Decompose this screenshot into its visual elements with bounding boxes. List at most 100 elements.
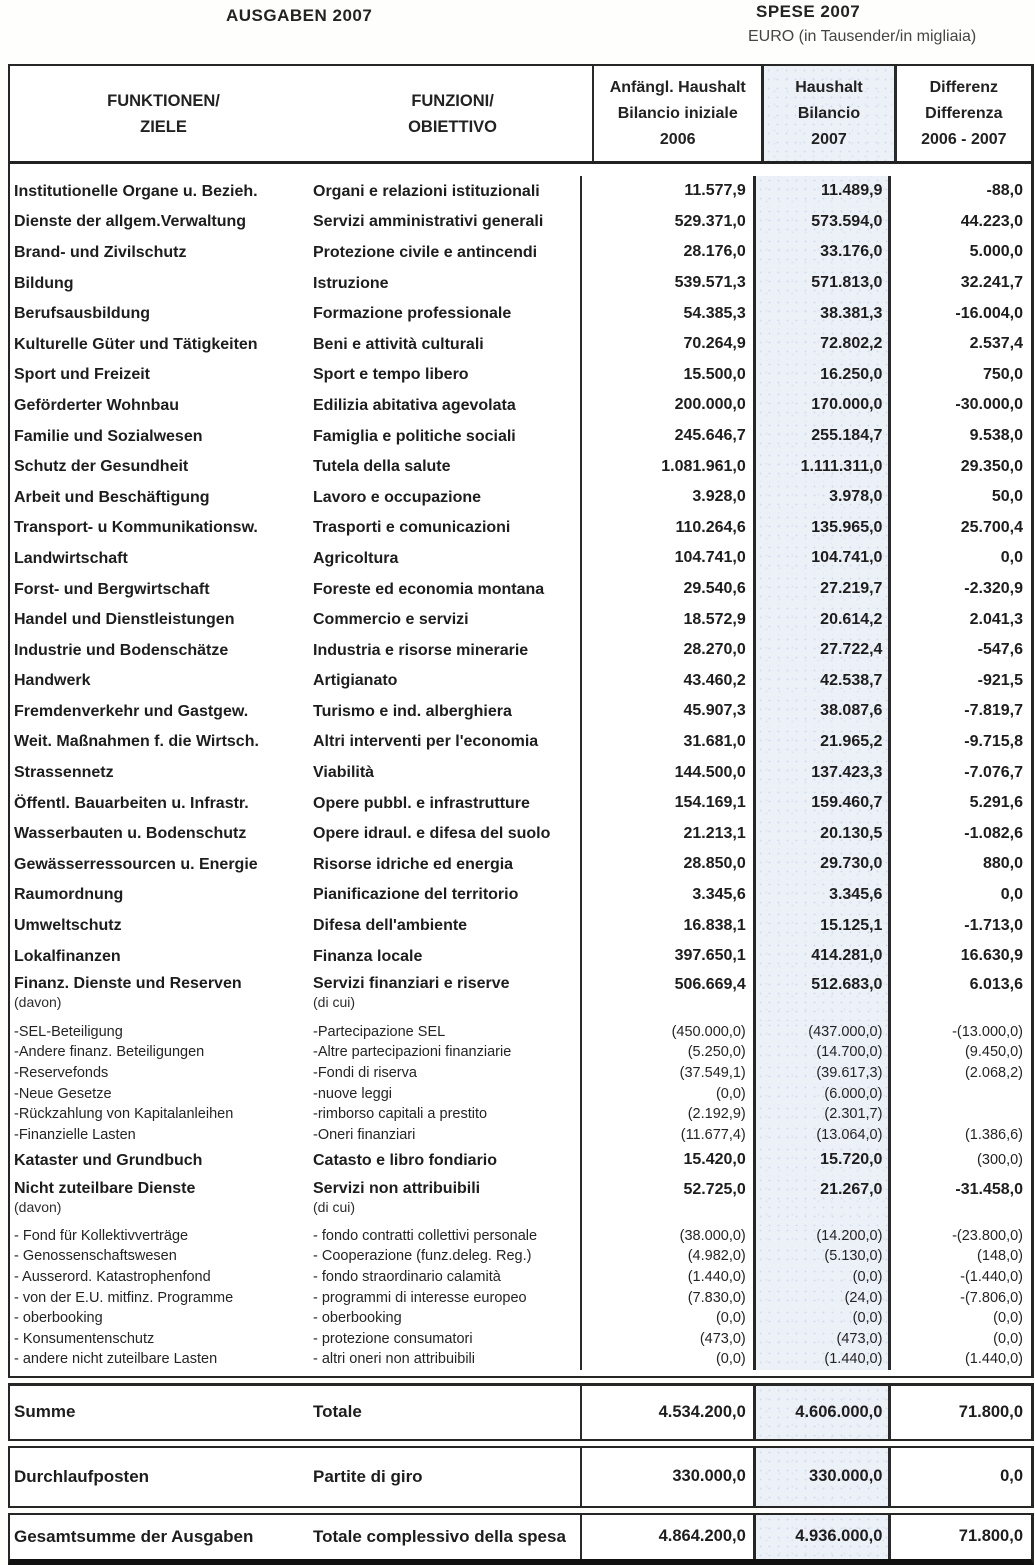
- cell-budget-2007: (0,0): [752, 1307, 889, 1329]
- label-note: (di cui): [313, 994, 356, 1011]
- label-text: - Ausserord. Katastrophenfond: [14, 1269, 211, 1286]
- table-row: Kataster und Grundbuch Catasto e libro fo…: [10, 1145, 1031, 1176]
- cell-budget-2007: 573.594,0: [752, 206, 889, 238]
- label-text: Protezione civile e antincendi: [313, 243, 538, 261]
- row-labels: Gewässerressourcen u. Energie Risorse idr…: [10, 849, 580, 880]
- table-row: -Finanzielle Lasten -Oneri finanziari (11.…: [10, 1124, 1031, 1145]
- summary-label-german: Gesamtsumme der Ausgaben: [14, 1526, 254, 1546]
- cell-budget-2007: 16.250,0: [752, 359, 889, 391]
- row-label-italian: Difesa dell'ambiente: [313, 916, 580, 935]
- row-labels: -SEL-Beteiligung -Partecipazione SEL: [10, 1021, 580, 1042]
- row-labels: - Genossenschaftswesen - Cooperazione (fu…: [10, 1246, 580, 1267]
- summary-value-diff: 71.800,0: [888, 1514, 1031, 1559]
- header-functions-italian: FUNZIONI/ OBIETTIVO: [313, 88, 592, 140]
- table-row: Wasserbauten u. Bodenschutz Opere idraul.…: [10, 818, 1031, 850]
- row-label-german: Öffentl. Bauarbeiten u. Infrastr.: [10, 794, 313, 813]
- table-row: Brand- und Zivilschutz Protezione civile …: [10, 237, 1031, 268]
- label-text: Berufsausbildung: [14, 305, 151, 323]
- summary-value-2007: 330.000,0: [752, 1447, 889, 1506]
- header-line: Bilancio iniziale: [617, 104, 738, 122]
- cell-budget-2007: (0,0): [752, 1266, 889, 1288]
- label-text: -Rückzahlung von Kapitalanleihen: [14, 1106, 234, 1123]
- summary-row-grand-total: Gesamtsumme der Ausgaben Totale compless…: [8, 1512, 1034, 1565]
- label-text: Strassennetz: [14, 764, 114, 782]
- cell-difference: -7.819,7: [888, 696, 1031, 727]
- cell-budget-2007: 42.538,7: [752, 665, 889, 697]
- row-label-italian: Tutela della salute: [313, 457, 580, 476]
- row-labels: -Andere finanz. Beteiligungen -Altre part…: [10, 1042, 580, 1063]
- row-label-german: Kataster und Grundbuch: [10, 1151, 313, 1170]
- table-row: Forst- und Bergwirtschaft Foreste ed econ…: [10, 573, 1031, 605]
- row-labels: Bildung Istruzione: [10, 268, 580, 299]
- table-row: Industrie und Bodenschätze Industria e ri…: [10, 634, 1031, 666]
- table-row: Arbeit und Beschäftigung Lavoro e occupaz…: [10, 481, 1031, 513]
- cell-difference: 50,0: [888, 481, 1031, 513]
- cell-difference: [888, 1103, 1031, 1125]
- cell-initial-2006: (5.250,0): [580, 1042, 753, 1063]
- cell-budget-2007: (39.617,3): [752, 1062, 889, 1084]
- cell-difference: 0,0: [888, 879, 1031, 911]
- header-line: 2006: [659, 130, 696, 148]
- cell-initial-2006: (473,0): [580, 1328, 753, 1350]
- label-text: Geförderter Wohnbau: [14, 396, 180, 414]
- cell-budget-2007: 255.184,7: [752, 420, 889, 452]
- label-text: Catasto e libro fondiario: [313, 1151, 498, 1169]
- label-text: - programmi di interesse europeo: [313, 1289, 527, 1306]
- row-labels: -Neue Gesetze -nuove leggi: [10, 1083, 580, 1104]
- row-label-german: Umweltschutz: [10, 916, 313, 935]
- cell-difference: 44.223,0: [888, 206, 1031, 238]
- cell-initial-2006: 11.577,9: [580, 176, 753, 207]
- label-text: - von der E.U. mitfinz. Programme: [14, 1289, 234, 1306]
- label-text: -SEL-Beteiligung: [14, 1023, 123, 1040]
- row-label-german: Lokalfinanzen: [10, 947, 313, 966]
- cell-difference: 5.291,6: [888, 787, 1031, 819]
- label-text: -Partecipazione SEL: [313, 1023, 446, 1040]
- cell-budget-2007: 21.965,2: [752, 726, 889, 758]
- row-label-german: Industrie und Bodenschätze: [10, 641, 313, 660]
- row-labels: Industrie und Bodenschätze Industria e ri…: [10, 635, 580, 666]
- row-label-italian: -rimborso capitali a prestito: [313, 1106, 580, 1122]
- row-label-italian: Servizi non attribuibili (di cui): [313, 1179, 580, 1217]
- cell-initial-2006: 529.371,0: [580, 206, 753, 238]
- row-label-italian: Altri interventi per l'economia: [313, 732, 580, 751]
- row-labels: - andere nicht zuteilbare Lasten - altri …: [10, 1349, 580, 1370]
- cell-budget-2007: (6.000,0): [752, 1083, 889, 1104]
- cell-initial-2006: (7.830,0): [580, 1287, 753, 1308]
- cell-budget-2007: (14.700,0): [752, 1042, 889, 1063]
- cell-difference: -30.000,0: [888, 390, 1031, 421]
- table-row: - oberbooking - oberbooking (0,0) (0,0) (0,0…: [10, 1307, 1031, 1329]
- document-header: AUSGABEN 2007 SPESE 2007 EURO (in Tausen…: [0, 0, 1035, 64]
- row-labels: Sport und Freizeit Sport e tempo libero: [10, 360, 580, 391]
- header-line: FUNKTIONEN/: [107, 91, 220, 110]
- row-label-german: - oberbooking: [10, 1310, 313, 1326]
- row-label-german: Transport- u Kommunikationsw.: [10, 518, 313, 537]
- row-label-german: - von der E.U. mitfinz. Programme: [10, 1290, 313, 1306]
- cell-budget-2007: (1.440,0): [752, 1349, 889, 1370]
- cell-initial-2006: 104.741,0: [580, 543, 753, 574]
- row-label-italian: -Altre partecipazioni finanziarie: [313, 1044, 580, 1060]
- table-row: Berufsausbildung Formazione professionale…: [10, 298, 1031, 329]
- label-text: -nuove leggi: [313, 1085, 392, 1102]
- cell-difference: 6.013,6: [888, 971, 1031, 1022]
- cell-initial-2006: 200.000,0: [580, 390, 753, 421]
- label-text: Raumordnung: [14, 886, 124, 904]
- row-label-italian: Turismo e ind. alberghiera: [313, 702, 580, 721]
- cell-initial-2006: 15.500,0: [580, 359, 753, 391]
- table-row: - von der E.U. mitfinz. Programme - progr…: [10, 1287, 1031, 1308]
- row-label-german: Bildung: [10, 274, 313, 293]
- label-text: Finanza locale: [313, 947, 423, 965]
- row-label-german: Handwerk: [10, 671, 313, 690]
- cell-difference: (2.068,2): [888, 1062, 1031, 1084]
- cell-initial-2006: 28.270,0: [580, 634, 753, 666]
- row-labels: Öffentl. Bauarbeiten u. Infrastr. Opere p…: [10, 788, 580, 819]
- row-labels: Forst- und Bergwirtschaft Foreste ed econ…: [10, 574, 580, 605]
- label-text: Lavoro e occupazione: [313, 488, 482, 506]
- label-text: - protezione consumatori: [313, 1330, 473, 1347]
- cell-initial-2006: 31.681,0: [580, 726, 753, 758]
- cell-initial-2006: 43.460,2: [580, 665, 753, 697]
- cell-difference: -16.004,0: [888, 298, 1031, 329]
- table-row: Schutz der Gesundheit Tutela della salute…: [10, 451, 1031, 482]
- row-labels: Transport- u Kommunikationsw. Trasporti e…: [10, 513, 580, 544]
- row-labels: Handwerk Artigianato: [10, 666, 580, 697]
- row-labels: Landwirtschaft Agricoltura: [10, 543, 580, 574]
